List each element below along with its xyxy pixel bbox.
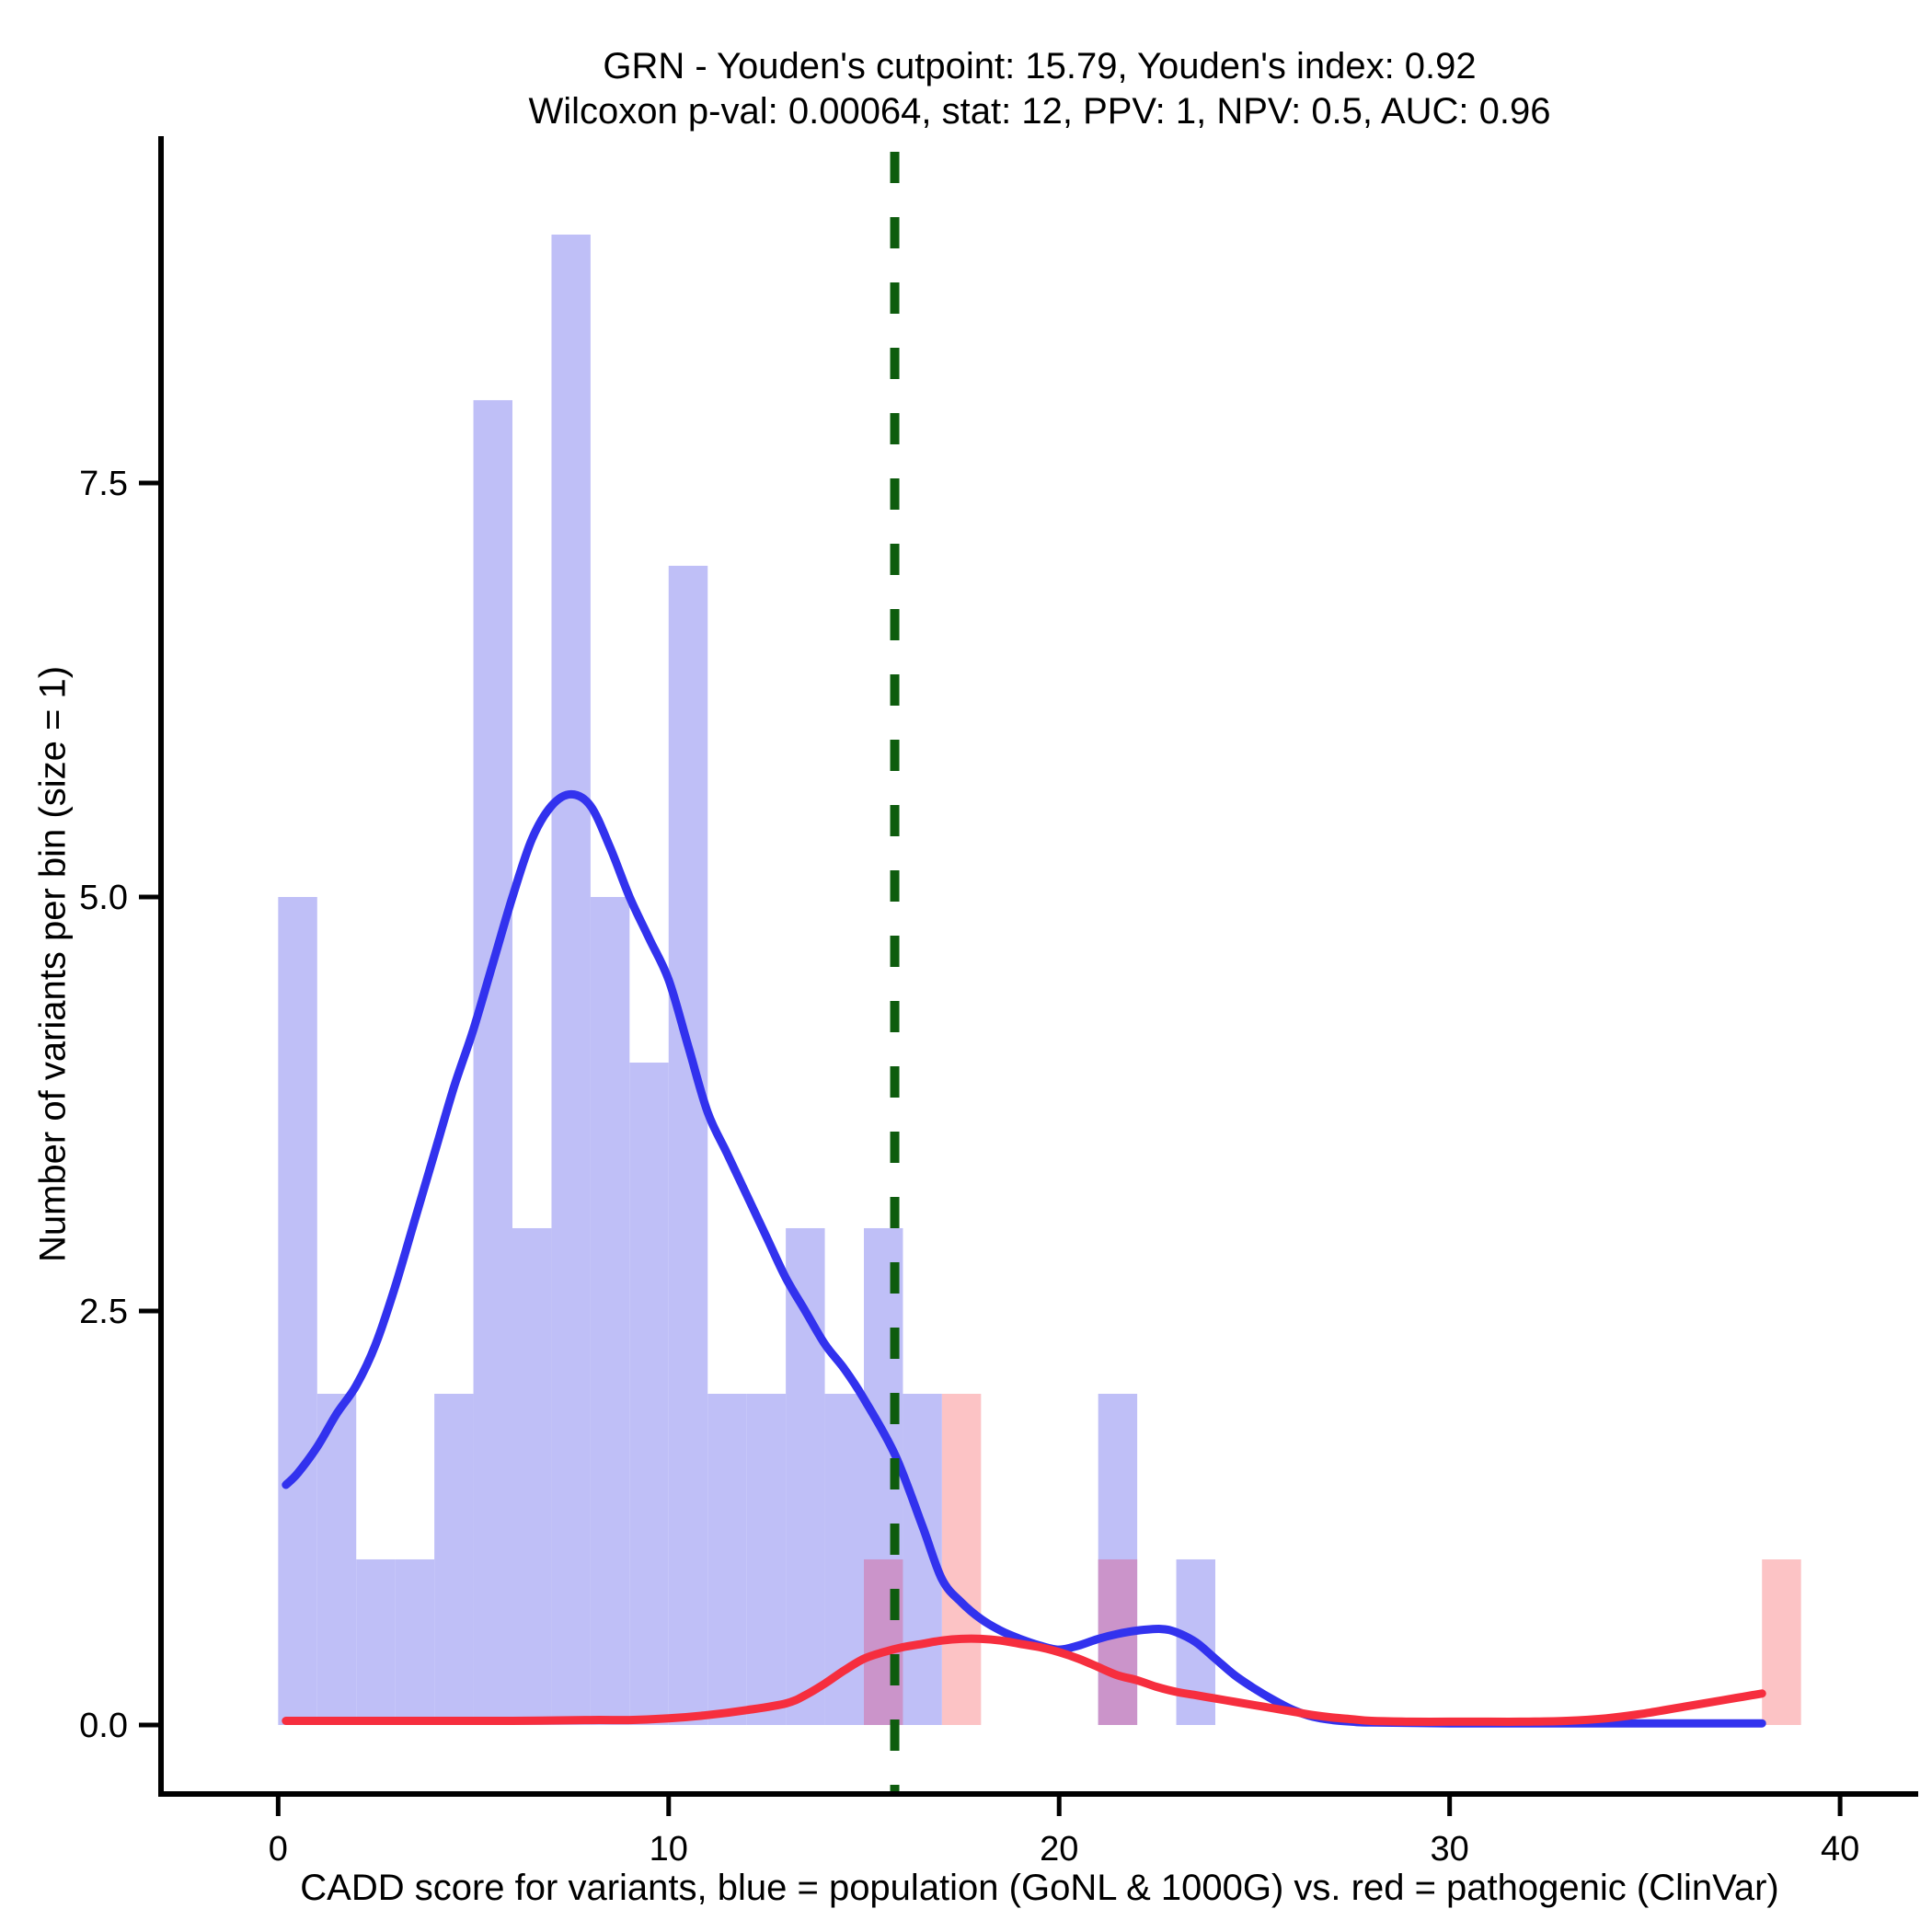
plot-title-line2: Wilcoxon p-val: 0.00064, stat: 12, PPV: … (528, 91, 1551, 132)
density-curve-pathogenic (282, 1634, 1766, 1726)
bar-population (551, 234, 591, 1725)
bar-pathogenic (941, 1393, 982, 1725)
x-axis-title: CADD score for variants, blue = populati… (300, 1868, 1779, 1908)
bar-population (434, 1393, 474, 1725)
bar-population (473, 399, 512, 1725)
bar-overlap (864, 1558, 903, 1725)
y-axis-title: Number of variants per bin (size = 1) (32, 665, 74, 1263)
bar-population (668, 565, 708, 1725)
bar-overlap (1098, 1558, 1138, 1725)
x-tick-label: 20 (1040, 1830, 1078, 1869)
x-tick-label: 0 (269, 1830, 288, 1869)
bar-population (356, 1558, 396, 1725)
bar-pathogenic (1762, 1558, 1801, 1725)
bar-population (629, 1062, 669, 1725)
density-curve-population (282, 789, 1766, 1728)
bar-population (590, 896, 630, 1725)
bar-population (512, 1227, 552, 1725)
bar-population (278, 896, 317, 1725)
bar-population (707, 1393, 747, 1725)
x-tick-label: 10 (650, 1830, 688, 1869)
bar-population (786, 1227, 825, 1725)
bar-population (746, 1393, 787, 1725)
bar-population (316, 1393, 357, 1725)
bar-population (395, 1558, 435, 1725)
x-tick-label: 40 (1821, 1830, 1859, 1869)
plot-title-line1: GRN - Youden's cutpoint: 15.79, Youden's… (603, 46, 1477, 86)
y-tick-label: 2.5 (79, 1293, 128, 1331)
y-tick-label: 0.0 (79, 1707, 128, 1745)
y-tick-label: 5.0 (79, 879, 128, 917)
x-tick-label: 30 (1431, 1830, 1469, 1869)
y-tick-label: 7.5 (79, 465, 128, 503)
plot-title: GRN - Youden's cutpoint: 15.79, Youden's… (529, 44, 1551, 134)
